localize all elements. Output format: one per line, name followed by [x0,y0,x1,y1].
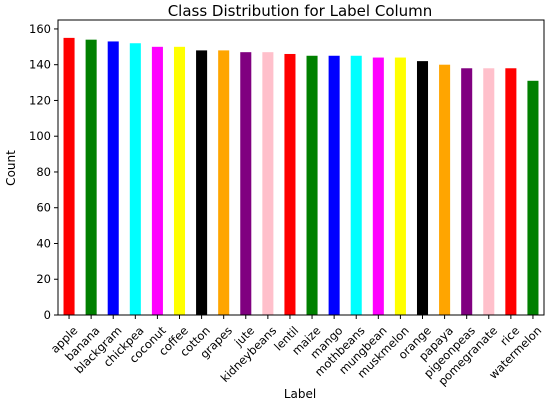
y-tick-label-20: 20 [36,272,51,286]
bar-mothbeans [350,55,362,315]
y-tick-label-100: 100 [29,129,51,143]
bar-pomegranate [483,68,495,316]
bar-coconut [151,46,163,315]
y-tick-label-120: 120 [29,93,51,107]
bar-kidneybeans [262,52,274,316]
bar-apple [63,37,75,315]
y-tick-label-80: 80 [36,165,51,179]
bars-group [63,37,539,316]
bar-blackgram [107,41,119,315]
bar-rice [505,68,517,316]
bar-pigeonpeas [461,68,473,316]
bar-lentil [284,53,296,315]
bar-mango [328,55,340,315]
bar-mungbean [372,57,384,316]
bar-watermelon [527,80,539,315]
y-tick-label-0: 0 [44,308,51,322]
y-tick-label-60: 60 [36,201,51,215]
bar-orange [416,61,429,316]
y-tick-label-160: 160 [29,22,51,36]
bar-grapes [218,50,230,315]
x-axis-label: Label [284,387,316,401]
x-axis: applebananablackgramchickpeacoconutcoffe… [48,315,544,388]
bar-muskmelon [394,57,406,316]
y-tick-label-140: 140 [29,58,51,72]
y-axis-label: Count [4,150,18,186]
plot-frame [57,19,545,316]
bar-papaya [439,64,451,315]
bar-chickpea [129,43,141,316]
bar-maize [306,55,318,315]
bar-jute [240,52,252,316]
bar-coffee [173,46,186,315]
y-axis: 0 20 40 60 80 100 120 140 160 [29,22,58,322]
chart-title: Class Distribution for Label Column [168,2,433,20]
bar-banana [85,39,97,316]
y-tick-label-40: 40 [36,236,51,250]
bar-cotton [196,50,208,315]
